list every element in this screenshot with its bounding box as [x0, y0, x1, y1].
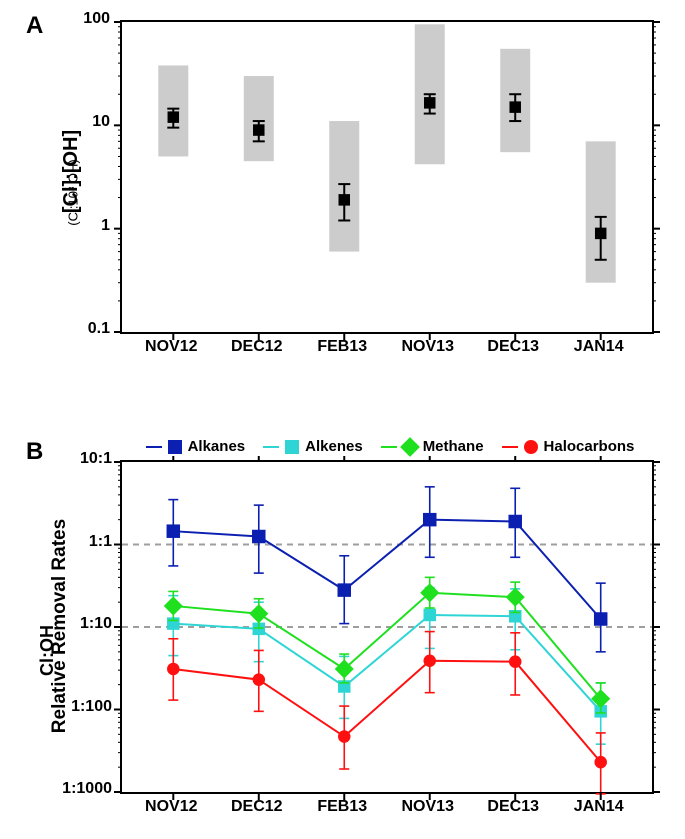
- panel-b-ytick: 1:100: [52, 698, 112, 716]
- panel-b-xtick: NOV12: [131, 798, 211, 816]
- legend-item: Halocarbons: [502, 438, 635, 455]
- panel-b-legend: Alkanes Alkenes Methane Halocarbons: [145, 438, 635, 455]
- panel-a-xtick: DEC13: [473, 338, 553, 356]
- legend-marker-icon: [168, 440, 182, 454]
- panel-a-xtick: NOV12: [131, 338, 211, 356]
- panel-b-xtick: NOV13: [388, 798, 468, 816]
- legend-label: Halocarbons: [544, 438, 635, 455]
- panel-a-plot: [120, 20, 654, 334]
- legend-marker-icon: [400, 437, 420, 457]
- panel-a-ytick: 100: [65, 10, 110, 28]
- panel-b-plot: [120, 460, 654, 794]
- panel-a-xtick: FEB13: [302, 338, 382, 356]
- panel-a-xtick: DEC12: [217, 338, 297, 356]
- figure-root: A [Cl]:[OH] (Cl:10³ OH) B Relative Remov…: [0, 0, 685, 839]
- panel-a-ytick: 0.1: [65, 320, 110, 338]
- legend-item: Alkenes: [263, 438, 363, 455]
- panel-b-label: B: [26, 438, 43, 466]
- panel-b-xtick: DEC13: [473, 798, 553, 816]
- panel-b-xtick: JAN14: [559, 798, 639, 816]
- panel-b-xtick: DEC12: [217, 798, 297, 816]
- legend-item: Alkanes: [146, 438, 246, 455]
- panel-b-ytick: 1:1000: [52, 780, 112, 798]
- legend-item: Methane: [381, 438, 484, 455]
- panel-a-ytick: 10: [65, 113, 110, 131]
- panel-a-xtick: NOV13: [388, 338, 468, 356]
- panel-a-xtick: JAN14: [559, 338, 639, 356]
- panel-a-ytick: 1: [65, 217, 110, 235]
- panel-b-ytick: 1:10: [52, 615, 112, 633]
- panel-b-ytick: 10:1: [52, 450, 112, 468]
- legend-label: Alkenes: [305, 438, 363, 455]
- legend-marker-icon: [285, 440, 299, 454]
- panel-a-label: A: [26, 12, 43, 40]
- legend-label: Methane: [423, 438, 484, 455]
- panel-b-xtick: FEB13: [302, 798, 382, 816]
- legend-marker-icon: [524, 440, 538, 454]
- panel-b-ytick: 1:1: [52, 533, 112, 551]
- legend-label: Alkanes: [188, 438, 246, 455]
